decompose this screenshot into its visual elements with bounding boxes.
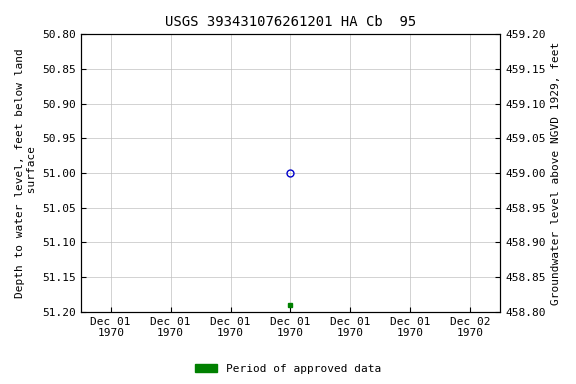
Y-axis label: Groundwater level above NGVD 1929, feet: Groundwater level above NGVD 1929, feet bbox=[551, 41, 561, 305]
Y-axis label: Depth to water level, feet below land
 surface: Depth to water level, feet below land su… bbox=[15, 48, 37, 298]
Legend: Period of approved data: Period of approved data bbox=[191, 359, 385, 379]
Title: USGS 393431076261201 HA Cb  95: USGS 393431076261201 HA Cb 95 bbox=[165, 15, 416, 29]
